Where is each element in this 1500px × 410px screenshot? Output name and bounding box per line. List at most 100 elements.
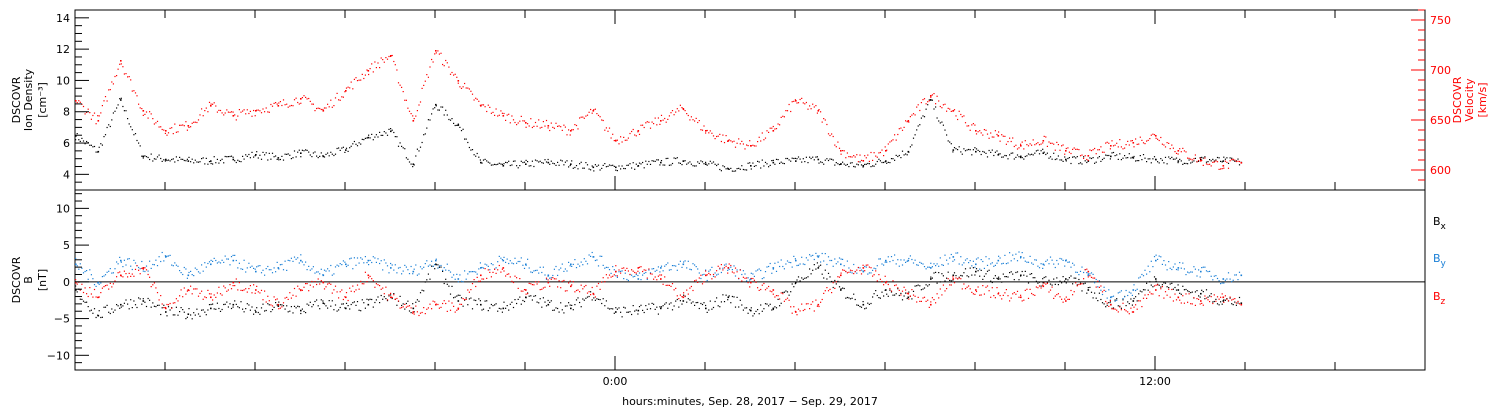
trace-point: [300, 290, 302, 292]
trace-point: [248, 262, 250, 264]
trace-point: [1094, 282, 1096, 284]
trace-point: [856, 272, 858, 274]
trace-point: [736, 269, 738, 271]
trace-point: [434, 268, 436, 270]
trace-point: [1235, 302, 1237, 304]
trace-point: [380, 294, 382, 297]
trace-point: [287, 106, 289, 108]
trace-point: [138, 269, 140, 271]
trace-point: [560, 126, 562, 128]
trace-point: [746, 307, 748, 309]
trace-point: [853, 165, 855, 168]
trace-point: [993, 295, 995, 297]
trace-point: [898, 128, 900, 130]
trace-point: [963, 115, 965, 117]
data-point: [457, 307, 460, 310]
trace-point: [1015, 253, 1017, 255]
trace-point: [738, 138, 740, 140]
trace-point: [185, 268, 187, 270]
data-point: [1042, 263, 1045, 266]
trace-point: [780, 302, 782, 304]
trace-point: [1084, 155, 1086, 157]
trace-point: [505, 261, 507, 263]
trace-point: [829, 288, 831, 290]
trace-point: [119, 307, 121, 309]
trace-point: [139, 145, 141, 147]
trace-point: [454, 311, 456, 313]
trace-point: [687, 293, 689, 295]
trace-point: [103, 100, 105, 102]
trace-point: [1119, 153, 1121, 155]
trace-point: [542, 266, 544, 268]
trace-point: [1155, 284, 1157, 286]
trace-point: [254, 155, 256, 157]
trace-point: [1013, 292, 1015, 294]
trace-point: [950, 110, 952, 112]
trace-point: [728, 268, 730, 270]
trace-point: [286, 103, 288, 105]
trace-point: [331, 300, 333, 302]
trace-point: [361, 299, 363, 301]
trace-point: [226, 258, 228, 260]
trace-point: [300, 156, 302, 158]
trace-point: [771, 309, 773, 311]
trace-point: [1111, 308, 1113, 310]
trace-point: [179, 311, 181, 313]
trace-point: [928, 284, 930, 286]
trace-point: [805, 101, 807, 104]
trace-point: [637, 313, 639, 315]
trace-point: [1108, 302, 1110, 304]
trace-point: [1213, 300, 1215, 303]
trace-point: [212, 163, 214, 165]
trace-point: [690, 116, 692, 118]
trace-point: [931, 266, 933, 268]
trace-point: [86, 111, 88, 113]
trace-point: [293, 150, 296, 152]
trace-point: [613, 165, 615, 167]
trace-point: [1114, 144, 1116, 146]
trace-point: [1020, 143, 1022, 145]
trace-point: [1196, 275, 1198, 277]
trace-point: [377, 296, 379, 298]
trace-point: [801, 277, 803, 279]
trace-point: [374, 61, 376, 63]
trace-point: [431, 260, 433, 262]
trace-point: [766, 303, 768, 305]
trace-point: [662, 119, 664, 121]
trace-point: [1174, 286, 1176, 289]
trace-point: [1020, 257, 1022, 259]
trace-point: [1046, 282, 1048, 284]
trace-point: [327, 283, 329, 285]
trace-point: [1175, 299, 1178, 301]
trace-point: [621, 165, 623, 167]
trace-point: [1128, 144, 1130, 146]
trace-point: [1210, 296, 1212, 298]
trace-point: [1114, 308, 1116, 310]
trace-point: [334, 285, 337, 287]
trace-point: [615, 139, 617, 141]
trace-point: [1054, 266, 1056, 269]
trace-point: [1215, 275, 1217, 277]
trace-point: [711, 308, 713, 310]
trace-point: [1139, 290, 1141, 292]
trace-point: [856, 269, 858, 271]
trace-point: [711, 132, 713, 134]
trace-point: [812, 301, 814, 303]
data-point: [480, 274, 482, 277]
trace-point: [273, 306, 275, 308]
trace-point: [982, 134, 984, 136]
trace-point: [909, 146, 911, 148]
trace-point: [479, 159, 481, 161]
data-point: [727, 168, 730, 170]
trace-point: [979, 275, 981, 277]
trace-point: [561, 129, 563, 131]
trace-point: [459, 86, 461, 88]
trace-point: [290, 257, 292, 259]
trace-point: [564, 268, 566, 270]
trace-point: [328, 155, 330, 157]
trace-point: [101, 287, 103, 289]
trace-point: [881, 263, 883, 265]
trace-point: [667, 157, 669, 159]
trace-point: [484, 268, 486, 270]
trace-point: [407, 158, 409, 160]
